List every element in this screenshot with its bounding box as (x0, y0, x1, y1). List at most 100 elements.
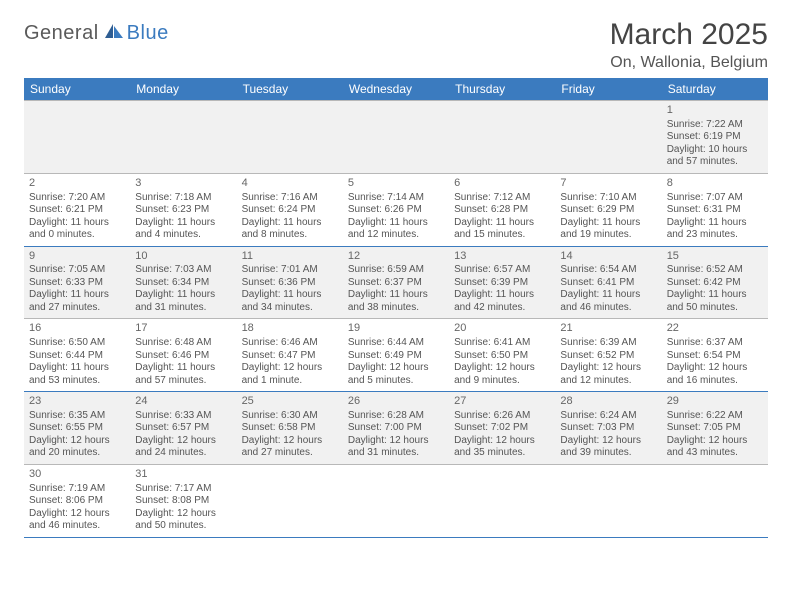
daylight-line: Daylight: 11 hours and 34 minutes. (242, 289, 338, 314)
calendar-day-cell: 1Sunrise: 7:22 AMSunset: 6:19 PMDaylight… (662, 101, 768, 174)
calendar-day-cell: 3Sunrise: 7:18 AMSunset: 6:23 PMDaylight… (130, 173, 236, 246)
sunrise-line: Sunrise: 7:01 AM (242, 264, 338, 277)
logo-text-blue: Blue (127, 22, 169, 45)
sunset-line: Sunset: 6:29 PM (560, 204, 656, 217)
calendar-day-cell (24, 101, 130, 174)
sunset-line: Sunset: 6:47 PM (242, 350, 338, 363)
day-number: 21 (560, 322, 656, 336)
daylight-line: Daylight: 12 hours and 27 minutes. (242, 435, 338, 460)
sunset-line: Sunset: 6:52 PM (560, 350, 656, 363)
calendar-day-cell (237, 101, 343, 174)
sunrise-line: Sunrise: 7:07 AM (667, 192, 763, 205)
day-number: 10 (135, 250, 231, 264)
daylight-line: Daylight: 12 hours and 9 minutes. (454, 362, 550, 387)
daylight-line: Daylight: 11 hours and 0 minutes. (29, 217, 125, 242)
day-number: 13 (454, 250, 550, 264)
calendar-day-cell (662, 464, 768, 537)
day-number: 17 (135, 322, 231, 336)
sunrise-line: Sunrise: 7:10 AM (560, 192, 656, 205)
sunset-line: Sunset: 7:03 PM (560, 422, 656, 435)
sunset-line: Sunset: 6:26 PM (348, 204, 444, 217)
day-number: 30 (29, 468, 125, 482)
sunrise-line: Sunrise: 6:54 AM (560, 264, 656, 277)
sunrise-line: Sunrise: 7:20 AM (29, 192, 125, 205)
sunset-line: Sunset: 6:39 PM (454, 277, 550, 290)
calendar-day-cell: 14Sunrise: 6:54 AMSunset: 6:41 PMDayligh… (555, 246, 661, 319)
day-number: 11 (242, 250, 338, 264)
calendar-week-row: 30Sunrise: 7:19 AMSunset: 8:06 PMDayligh… (24, 464, 768, 537)
sunrise-line: Sunrise: 6:52 AM (667, 264, 763, 277)
daylight-line: Daylight: 12 hours and 24 minutes. (135, 435, 231, 460)
day-header: Friday (555, 78, 661, 101)
sunset-line: Sunset: 8:08 PM (135, 495, 231, 508)
calendar-day-cell: 30Sunrise: 7:19 AMSunset: 8:06 PMDayligh… (24, 464, 130, 537)
calendar-day-cell: 8Sunrise: 7:07 AMSunset: 6:31 PMDaylight… (662, 173, 768, 246)
day-number: 24 (135, 395, 231, 409)
calendar-day-cell: 25Sunrise: 6:30 AMSunset: 6:58 PMDayligh… (237, 392, 343, 465)
calendar-day-cell: 12Sunrise: 6:59 AMSunset: 6:37 PMDayligh… (343, 246, 449, 319)
sunset-line: Sunset: 6:46 PM (135, 350, 231, 363)
day-number: 3 (135, 177, 231, 191)
daylight-line: Daylight: 12 hours and 31 minutes. (348, 435, 444, 460)
sunrise-line: Sunrise: 6:37 AM (667, 337, 763, 350)
sunrise-line: Sunrise: 7:17 AM (135, 483, 231, 496)
day-number: 19 (348, 322, 444, 336)
sunrise-line: Sunrise: 7:14 AM (348, 192, 444, 205)
sunset-line: Sunset: 6:24 PM (242, 204, 338, 217)
calendar-body: 1Sunrise: 7:22 AMSunset: 6:19 PMDaylight… (24, 101, 768, 538)
calendar-day-cell: 18Sunrise: 6:46 AMSunset: 6:47 PMDayligh… (237, 319, 343, 392)
calendar-day-cell: 23Sunrise: 6:35 AMSunset: 6:55 PMDayligh… (24, 392, 130, 465)
sunrise-line: Sunrise: 6:33 AM (135, 410, 231, 423)
sunrise-line: Sunrise: 6:39 AM (560, 337, 656, 350)
sunrise-line: Sunrise: 7:12 AM (454, 192, 550, 205)
sunset-line: Sunset: 6:41 PM (560, 277, 656, 290)
daylight-line: Daylight: 11 hours and 31 minutes. (135, 289, 231, 314)
calendar-day-cell: 11Sunrise: 7:01 AMSunset: 6:36 PMDayligh… (237, 246, 343, 319)
day-number: 29 (667, 395, 763, 409)
daylight-line: Daylight: 11 hours and 15 minutes. (454, 217, 550, 242)
sunrise-line: Sunrise: 6:57 AM (454, 264, 550, 277)
daylight-line: Daylight: 11 hours and 23 minutes. (667, 217, 763, 242)
sunset-line: Sunset: 6:28 PM (454, 204, 550, 217)
calendar-week-row: 16Sunrise: 6:50 AMSunset: 6:44 PMDayligh… (24, 319, 768, 392)
sunset-line: Sunset: 7:00 PM (348, 422, 444, 435)
sunrise-line: Sunrise: 6:24 AM (560, 410, 656, 423)
sunrise-line: Sunrise: 7:05 AM (29, 264, 125, 277)
daylight-line: Daylight: 11 hours and 46 minutes. (560, 289, 656, 314)
calendar-week-row: 23Sunrise: 6:35 AMSunset: 6:55 PMDayligh… (24, 392, 768, 465)
day-number: 31 (135, 468, 231, 482)
sunrise-line: Sunrise: 7:03 AM (135, 264, 231, 277)
sunset-line: Sunset: 6:55 PM (29, 422, 125, 435)
day-header: Wednesday (343, 78, 449, 101)
calendar-table: SundayMondayTuesdayWednesdayThursdayFrid… (24, 78, 768, 538)
sunrise-line: Sunrise: 7:18 AM (135, 192, 231, 205)
daylight-line: Daylight: 12 hours and 20 minutes. (29, 435, 125, 460)
calendar-day-cell (343, 464, 449, 537)
sunset-line: Sunset: 6:21 PM (29, 204, 125, 217)
daylight-line: Daylight: 11 hours and 57 minutes. (135, 362, 231, 387)
sunset-line: Sunset: 6:49 PM (348, 350, 444, 363)
daylight-line: Daylight: 11 hours and 4 minutes. (135, 217, 231, 242)
sunset-line: Sunset: 6:57 PM (135, 422, 231, 435)
day-number: 28 (560, 395, 656, 409)
day-number: 16 (29, 322, 125, 336)
sunset-line: Sunset: 6:58 PM (242, 422, 338, 435)
sunset-line: Sunset: 6:54 PM (667, 350, 763, 363)
day-number: 12 (348, 250, 444, 264)
calendar-week-row: 2Sunrise: 7:20 AMSunset: 6:21 PMDaylight… (24, 173, 768, 246)
sunrise-line: Sunrise: 6:28 AM (348, 410, 444, 423)
day-number: 14 (560, 250, 656, 264)
daylight-line: Daylight: 12 hours and 43 minutes. (667, 435, 763, 460)
calendar-day-cell: 31Sunrise: 7:17 AMSunset: 8:08 PMDayligh… (130, 464, 236, 537)
sunset-line: Sunset: 6:50 PM (454, 350, 550, 363)
daylight-line: Daylight: 11 hours and 27 minutes. (29, 289, 125, 314)
sunset-line: Sunset: 6:23 PM (135, 204, 231, 217)
calendar-day-cell (449, 464, 555, 537)
sunset-line: Sunset: 6:31 PM (667, 204, 763, 217)
day-header: Tuesday (237, 78, 343, 101)
calendar-day-cell: 17Sunrise: 6:48 AMSunset: 6:46 PMDayligh… (130, 319, 236, 392)
sunset-line: Sunset: 6:44 PM (29, 350, 125, 363)
day-number: 4 (242, 177, 338, 191)
logo-text-general: General (24, 22, 99, 45)
calendar-day-cell: 5Sunrise: 7:14 AMSunset: 6:26 PMDaylight… (343, 173, 449, 246)
